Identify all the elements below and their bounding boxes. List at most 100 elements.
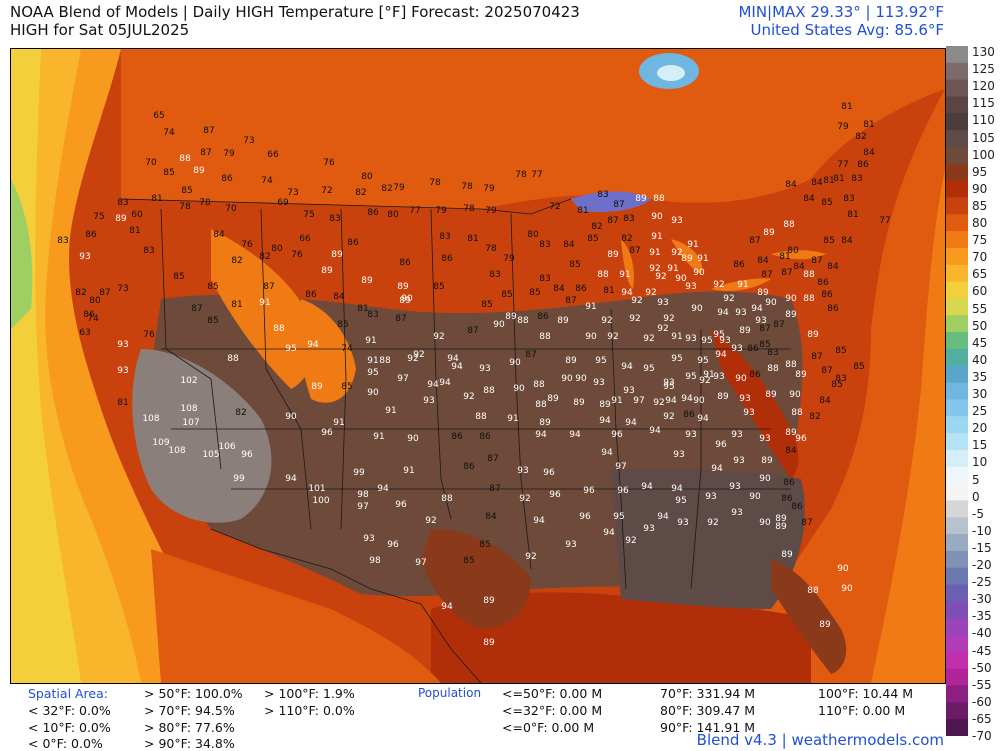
temperature-label: 96 bbox=[579, 512, 591, 522]
statistics-footer: Spatial Area: < 32°F: 0.0% < 10°F: 0.0% … bbox=[0, 684, 946, 751]
lake-ontario bbox=[771, 250, 826, 260]
temperature-label: 92 bbox=[653, 398, 664, 408]
temperature-label: 89 bbox=[193, 166, 205, 176]
temperature-label: 108 bbox=[142, 414, 159, 424]
temperature-label: 78 bbox=[429, 178, 441, 188]
temperature-label: 88 bbox=[539, 332, 551, 342]
colorbar-tick-label: 40 bbox=[972, 352, 988, 367]
lake-michigan bbox=[621, 239, 634, 289]
colorbar-segment bbox=[946, 281, 968, 299]
colorbar-tick-label: 15 bbox=[972, 438, 988, 453]
temperature-label: 90 bbox=[759, 518, 771, 528]
temperature-label: 89 bbox=[635, 194, 647, 204]
temperature-label: 74 bbox=[87, 314, 99, 324]
colorbar-tick-label: 5 bbox=[972, 472, 980, 487]
temperature-label: 93 bbox=[565, 540, 576, 550]
spatial-stat: > 50°F: 100.0% bbox=[144, 686, 243, 701]
map-subtitle: HIGH for Sat 05JUL2025 bbox=[10, 21, 190, 39]
colorbar-tick-label: 55 bbox=[972, 301, 988, 316]
temperature-label: 91 bbox=[671, 332, 682, 342]
colorbar-segment bbox=[946, 163, 968, 182]
temperature-label: 89 bbox=[739, 326, 751, 336]
temperature-label: 94 bbox=[649, 426, 661, 436]
temperature-label: 80 bbox=[89, 296, 101, 306]
colorbar-segment bbox=[946, 214, 968, 232]
temperature-label: 85 bbox=[835, 346, 846, 356]
temperature-label: 85 bbox=[529, 288, 540, 298]
temperature-label: 89 bbox=[557, 316, 569, 326]
temperature-label: 87 bbox=[487, 454, 498, 464]
temperature-label: 89 bbox=[483, 596, 495, 606]
temperature-label: 90 bbox=[785, 294, 797, 304]
temperature-label: 87 bbox=[525, 350, 536, 360]
colorbar-segment bbox=[946, 702, 968, 720]
temperature-label: 88 bbox=[803, 270, 815, 280]
temperature-label: 93 bbox=[623, 386, 634, 396]
temperature-label: 89 bbox=[539, 418, 551, 428]
temperature-label: 95 bbox=[713, 330, 724, 340]
temperature-label: 85 bbox=[853, 362, 864, 372]
temperature-label: 89 bbox=[775, 522, 787, 532]
temperature-label: 84 bbox=[485, 512, 497, 522]
temperature-label: 95 bbox=[675, 496, 686, 506]
temperature-label: 86 bbox=[747, 344, 759, 354]
temperature-label: 90 bbox=[493, 320, 505, 330]
temperature-label: 99 bbox=[233, 474, 245, 484]
temperature-label: 84 bbox=[841, 236, 853, 246]
temperature-label: 94 bbox=[533, 516, 545, 526]
temperature-label: 96 bbox=[395, 500, 407, 510]
temperature-label: 91 bbox=[651, 232, 662, 242]
temperature-label: 73 bbox=[287, 188, 298, 198]
temperature-label: 85 bbox=[569, 260, 580, 270]
border-south-east bbox=[690, 329, 702, 590]
spatial-stat: > 100°F: 1.9% bbox=[264, 686, 355, 701]
temperature-label: 84 bbox=[793, 262, 805, 272]
temperature-label: 88 bbox=[179, 154, 191, 164]
colorbar-segment bbox=[946, 449, 968, 468]
temperature-label: 86 bbox=[347, 238, 359, 248]
colorbar-tick-label: 70 bbox=[972, 250, 988, 265]
colorbar-segment bbox=[946, 719, 968, 737]
temperature-label: 94 bbox=[717, 308, 729, 318]
temperature-label: 86 bbox=[463, 462, 475, 472]
temperature-label: 92 bbox=[525, 552, 536, 562]
temperature-label: 92 bbox=[699, 376, 710, 386]
colorbar-tick-label: -50 bbox=[972, 660, 992, 675]
temperature-label: 97 bbox=[415, 558, 426, 568]
temperature-label: 70 bbox=[145, 158, 157, 168]
temperature-label: 82 bbox=[591, 222, 602, 232]
temperature-label: 81 bbox=[847, 210, 858, 220]
colorbar-segment bbox=[946, 416, 968, 434]
temperature-label: 86 bbox=[683, 410, 695, 420]
temperature-label: 83 bbox=[367, 310, 378, 320]
temperature-label: 87 bbox=[99, 288, 110, 298]
temperature-label: 95 bbox=[685, 372, 696, 382]
colorbar-tick-label: 20 bbox=[972, 421, 988, 436]
temperature-label: 72 bbox=[549, 202, 560, 212]
temperature-label: 93 bbox=[79, 252, 90, 262]
lake-superior bbox=[571, 191, 651, 212]
temperature-label: 95 bbox=[671, 354, 682, 364]
colorbar-tick-label: 60 bbox=[972, 284, 988, 299]
temperature-label: 89 bbox=[505, 312, 517, 322]
temperature-label: 88 bbox=[785, 360, 797, 370]
temperature-label: 92 bbox=[655, 272, 666, 282]
temperature-label: 93 bbox=[731, 508, 742, 518]
colorbar-segment bbox=[946, 550, 968, 569]
population-stat: 90°F: 141.91 M bbox=[660, 720, 756, 735]
temperature-label: 93 bbox=[593, 378, 604, 388]
temperature-label: 83 bbox=[117, 198, 128, 208]
temperature-label: 97 bbox=[633, 396, 644, 406]
colorbar-segment bbox=[946, 399, 968, 417]
colorbar-segment bbox=[946, 180, 968, 198]
temperature-label: 78 bbox=[199, 198, 211, 208]
temperature-label: 90 bbox=[749, 492, 761, 502]
colorbar-segment bbox=[946, 500, 968, 518]
temperature-label: 88 bbox=[597, 270, 609, 280]
population-stat: 70°F: 331.94 M bbox=[660, 686, 756, 701]
temperature-label: 87 bbox=[759, 324, 770, 334]
colorbar-tick-label: -55 bbox=[972, 677, 992, 692]
temperature-label: 93 bbox=[423, 396, 434, 406]
temperature-label: 94 bbox=[307, 340, 319, 350]
temperature-label: 86 bbox=[781, 494, 793, 504]
